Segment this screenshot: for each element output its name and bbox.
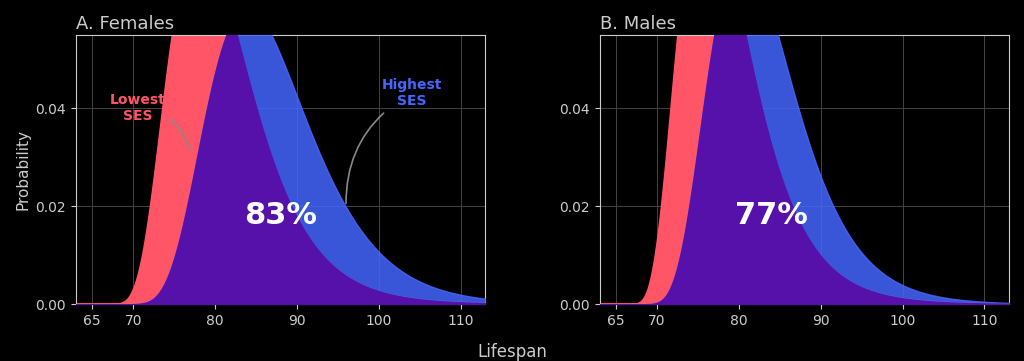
Text: A. Females: A. Females — [76, 15, 174, 33]
Text: 83%: 83% — [244, 201, 317, 230]
Text: Lifespan: Lifespan — [477, 343, 547, 361]
Text: B. Males: B. Males — [600, 15, 676, 33]
Text: Lowest
SES: Lowest SES — [110, 93, 189, 149]
Text: 77%: 77% — [735, 201, 808, 230]
Text: Highest
SES: Highest SES — [346, 78, 441, 203]
Y-axis label: Probability: Probability — [15, 129, 30, 210]
